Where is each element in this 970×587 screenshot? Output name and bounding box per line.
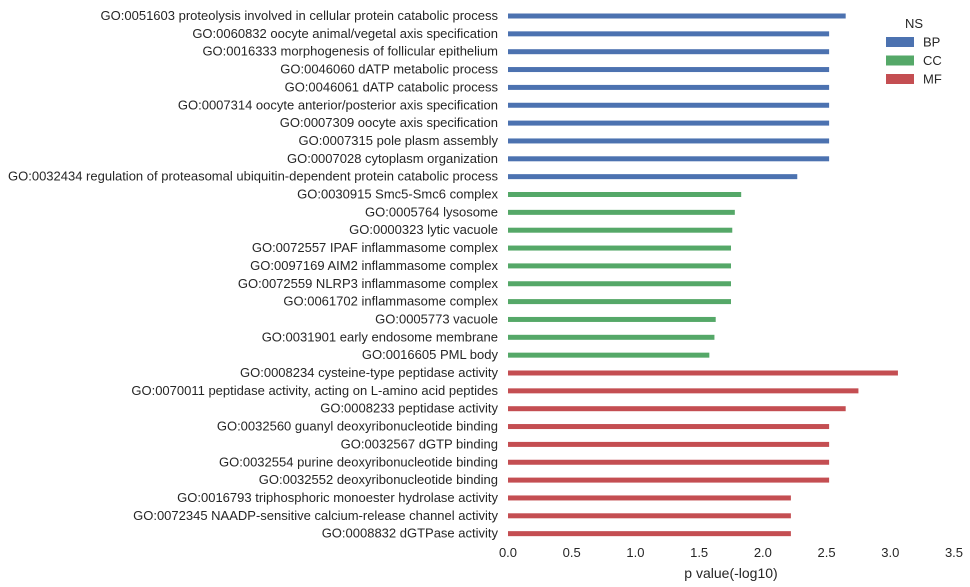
bar-cc (508, 281, 731, 287)
category-label: GO:0046060 dATP metabolic process (280, 62, 498, 77)
x-axis-label: p value(-log10) (684, 565, 777, 581)
category-label: GO:0016793 triphosphoric monoester hydro… (177, 490, 498, 505)
category-label: GO:0007315 pole plasm assembly (299, 133, 499, 148)
category-label: GO:0032560 guanyl deoxyribonucleotide bi… (217, 419, 498, 434)
category-label: GO:0008233 peptidase activity (320, 401, 498, 416)
bar-mf (508, 495, 791, 501)
bar-bp (508, 84, 830, 90)
bar-bp (508, 67, 830, 73)
legend-label-mf: MF (923, 72, 942, 87)
x-tick-label: 2.5 (818, 545, 836, 560)
category-label: GO:0007309 oocyte axis specification (280, 115, 498, 130)
x-tick-label: 2.0 (754, 545, 772, 560)
legend-swatch-cc (886, 55, 914, 66)
x-tick-label: 1.5 (690, 545, 708, 560)
legend: NS BP CC MF (886, 16, 942, 87)
category-label: GO:0072557 IPAF inflammasome complex (252, 240, 499, 255)
category-label: GO:0046061 dATP catabolic process (285, 79, 499, 94)
category-label: GO:0032554 purine deoxyribonucleotide bi… (219, 454, 498, 469)
category-label: GO:0000323 lytic vacuole (349, 222, 498, 237)
bar-mf (508, 388, 859, 394)
bar-mf (508, 370, 898, 376)
category-label: GO:0051603 proteolysis involved in cellu… (101, 8, 499, 23)
category-label: GO:0070011 peptidase activity, acting on… (131, 383, 498, 398)
category-label: GO:0007314 oocyte anterior/posterior axi… (178, 97, 498, 112)
category-labels: GO:0051603 proteolysis involved in cellu… (8, 8, 499, 541)
bar-cc (508, 334, 715, 340)
category-label: GO:0032567 dGTP binding (341, 436, 498, 451)
bar-mf (508, 459, 830, 465)
category-label: GO:0016605 PML body (362, 347, 499, 362)
bar-bp (508, 120, 830, 126)
category-label: GO:0032434 regulation of proteasomal ubi… (8, 169, 498, 184)
category-label: GO:0032552 deoxyribonucleotide binding (259, 472, 498, 487)
x-tick-label: 3.5 (945, 545, 963, 560)
category-label: GO:0072345 NAADP-sensitive calcium-relea… (133, 508, 498, 523)
bar-mf (508, 424, 830, 430)
bar-cc (508, 316, 716, 322)
category-label: GO:0072559 NLRP3 inflammasome complex (238, 276, 499, 291)
legend-title: NS (905, 16, 923, 31)
bar-bp (508, 31, 830, 37)
bar-bp (508, 13, 846, 19)
bar-bp (508, 174, 798, 180)
category-label: GO:0060832 oocyte animal/vegetal axis sp… (192, 26, 498, 41)
legend-swatch-mf (886, 74, 914, 84)
bar-cc (508, 352, 710, 358)
category-label: GO:0008234 cysteine-type peptidase activ… (240, 365, 498, 380)
bar-mf (508, 513, 791, 519)
bar-mf (508, 531, 791, 537)
category-label: GO:0031901 early endosome membrane (262, 329, 498, 344)
bar-cc (508, 245, 731, 251)
bar-group (508, 13, 898, 537)
bar-bp (508, 49, 830, 55)
bar-cc (508, 299, 731, 305)
legend-swatch-bp (886, 37, 914, 47)
category-label: GO:0005764 lysosome (365, 204, 498, 219)
bar-bp (508, 156, 830, 162)
category-label: GO:0097169 AIM2 inflammasome complex (250, 258, 498, 273)
legend-label-bp: BP (923, 35, 940, 50)
x-tick-label: 1.0 (626, 545, 644, 560)
bar-mf (508, 441, 830, 447)
bar-bp (508, 102, 830, 108)
x-tick-label: 0.0 (499, 545, 517, 560)
legend-label-cc: CC (923, 53, 942, 68)
bar-mf (508, 406, 846, 412)
bar-bp (508, 138, 830, 144)
x-axis-ticks: 0.0 0.5 1.0 1.5 2.0 2.5 3.0 3.5 (499, 545, 963, 560)
bar-cc (508, 227, 733, 233)
bar-cc (508, 209, 735, 215)
category-label: GO:0008832 dGTPase activity (322, 526, 499, 541)
x-tick-label: 0.5 (563, 545, 581, 560)
category-label: GO:0030915 Smc5-Smc6 complex (297, 187, 498, 202)
bar-cc (508, 192, 742, 197)
category-label: GO:0005773 vacuole (375, 311, 498, 326)
bar-cc (508, 263, 731, 269)
category-label: GO:0061702 inflammasome complex (283, 294, 498, 309)
bar-mf (508, 477, 830, 483)
x-tick-label: 3.0 (881, 545, 899, 560)
category-label: GO:0007028 cytoplasm organization (287, 151, 498, 166)
category-label: GO:0016333 morphogenesis of follicular e… (202, 44, 498, 59)
